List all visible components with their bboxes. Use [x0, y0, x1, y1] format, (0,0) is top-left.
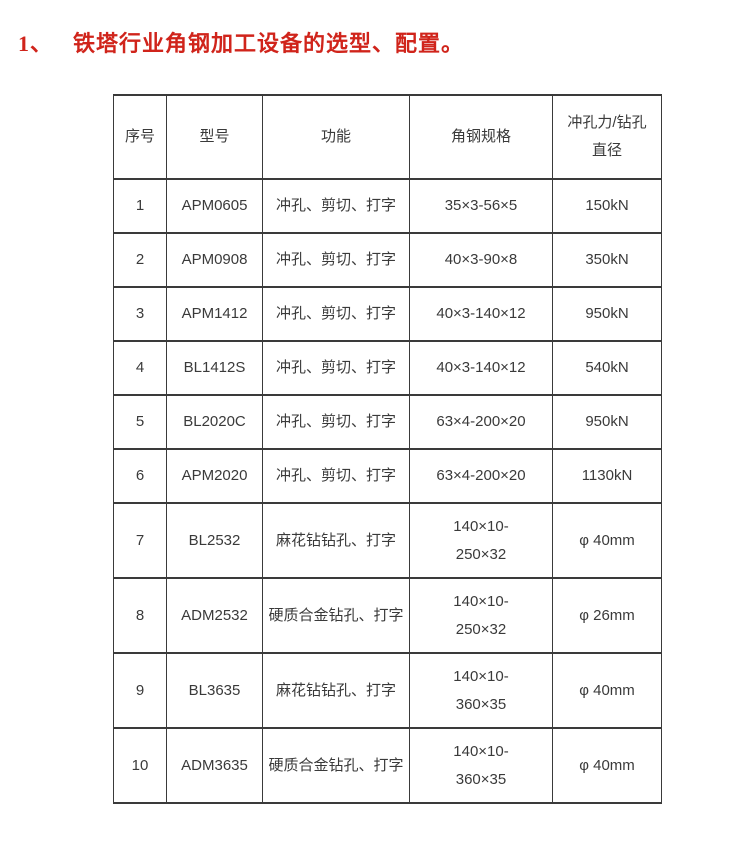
cell-seq: 6 [113, 448, 167, 504]
title-number: 1、 [18, 31, 54, 56]
table-row: 4 BL1412S 冲孔、剪切、打字 40×3-140×12 540kN [113, 340, 662, 396]
cell-seq: 2 [113, 232, 167, 288]
cell-model: BL3635 [166, 652, 263, 729]
cell-force: 150kN [552, 178, 662, 234]
table-row: 1 APM0605 冲孔、剪切、打字 35×3-56×5 150kN [113, 178, 662, 234]
cell-func: 冲孔、剪切、打字 [262, 178, 410, 234]
header-force: 冲孔力/钻孔 直径 [552, 94, 662, 180]
table-row: 6 APM2020 冲孔、剪切、打字 63×4-200×20 1130kN [113, 448, 662, 504]
cell-force: φ 40mm [552, 502, 662, 579]
cell-func: 冲孔、剪切、打字 [262, 340, 410, 396]
cell-spec: 63×4-200×20 [409, 394, 553, 450]
cell-spec: 35×3-56×5 [409, 178, 553, 234]
cell-spec: 140×10- 360×35 [409, 727, 553, 804]
cell-model: APM0605 [166, 178, 263, 234]
cell-seq: 3 [113, 286, 167, 342]
cell-func: 硬质合金钻孔、打字 [262, 577, 410, 654]
cell-force: φ 26mm [552, 577, 662, 654]
table-row: 9 BL3635 麻花钻钻孔、打字 140×10- 360×35 φ 40mm [113, 652, 662, 729]
header-model: 型号 [166, 94, 263, 180]
table-row: 3 APM1412 冲孔、剪切、打字 40×3-140×12 950kN [113, 286, 662, 342]
cell-model: BL2532 [166, 502, 263, 579]
table-row: 2 APM0908 冲孔、剪切、打字 40×3-90×8 350kN [113, 232, 662, 288]
cell-force: φ 40mm [552, 727, 662, 804]
cell-seq: 7 [113, 502, 167, 579]
cell-force: 950kN [552, 394, 662, 450]
cell-func: 冲孔、剪切、打字 [262, 232, 410, 288]
cell-spec: 40×3-90×8 [409, 232, 553, 288]
table-row: 8 ADM2532 硬质合金钻孔、打字 140×10- 250×32 φ 26m… [113, 577, 662, 654]
cell-force: 350kN [552, 232, 662, 288]
equipment-spec-table: 序号 型号 功能 角钢规格 冲孔力/钻孔 直径 1 APM0605 冲孔、剪切、… [113, 94, 662, 804]
cell-func: 冲孔、剪切、打字 [262, 448, 410, 504]
cell-model: APM1412 [166, 286, 263, 342]
cell-seq: 8 [113, 577, 167, 654]
cell-force: 540kN [552, 340, 662, 396]
cell-func: 冲孔、剪切、打字 [262, 394, 410, 450]
cell-force: φ 40mm [552, 652, 662, 729]
cell-model: BL1412S [166, 340, 263, 396]
cell-model: APM2020 [166, 448, 263, 504]
cell-seq: 1 [113, 178, 167, 234]
cell-model: BL2020C [166, 394, 263, 450]
cell-func: 麻花钻钻孔、打字 [262, 502, 410, 579]
cell-force: 950kN [552, 286, 662, 342]
cell-spec: 63×4-200×20 [409, 448, 553, 504]
table-row: 5 BL2020C 冲孔、剪切、打字 63×4-200×20 950kN [113, 394, 662, 450]
cell-spec: 40×3-140×12 [409, 340, 553, 396]
cell-seq: 10 [113, 727, 167, 804]
cell-spec: 140×10- 250×32 [409, 502, 553, 579]
cell-model: APM0908 [166, 232, 263, 288]
cell-func: 麻花钻钻孔、打字 [262, 652, 410, 729]
table-row: 7 BL2532 麻花钻钻孔、打字 140×10- 250×32 φ 40mm [113, 502, 662, 579]
cell-spec: 140×10- 360×35 [409, 652, 553, 729]
cell-func: 硬质合金钻孔、打字 [262, 727, 410, 804]
cell-force: 1130kN [552, 448, 662, 504]
header-spec: 角钢规格 [409, 94, 553, 180]
cell-model: ADM3635 [166, 727, 263, 804]
cell-func: 冲孔、剪切、打字 [262, 286, 410, 342]
cell-spec: 40×3-140×12 [409, 286, 553, 342]
cell-spec: 140×10- 250×32 [409, 577, 553, 654]
header-func: 功能 [262, 94, 410, 180]
title-text: 铁塔行业角钢加工设备的选型、配置。 [73, 31, 465, 56]
cell-seq: 9 [113, 652, 167, 729]
table-header-row: 序号 型号 功能 角钢规格 冲孔力/钻孔 直径 [113, 94, 662, 180]
cell-seq: 4 [113, 340, 167, 396]
page-title: 1、 铁塔行业角钢加工设备的选型、配置。 [0, 0, 750, 58]
cell-seq: 5 [113, 394, 167, 450]
header-seq: 序号 [113, 94, 167, 180]
table-row: 10 ADM3635 硬质合金钻孔、打字 140×10- 360×35 φ 40… [113, 727, 662, 804]
cell-model: ADM2532 [166, 577, 263, 654]
